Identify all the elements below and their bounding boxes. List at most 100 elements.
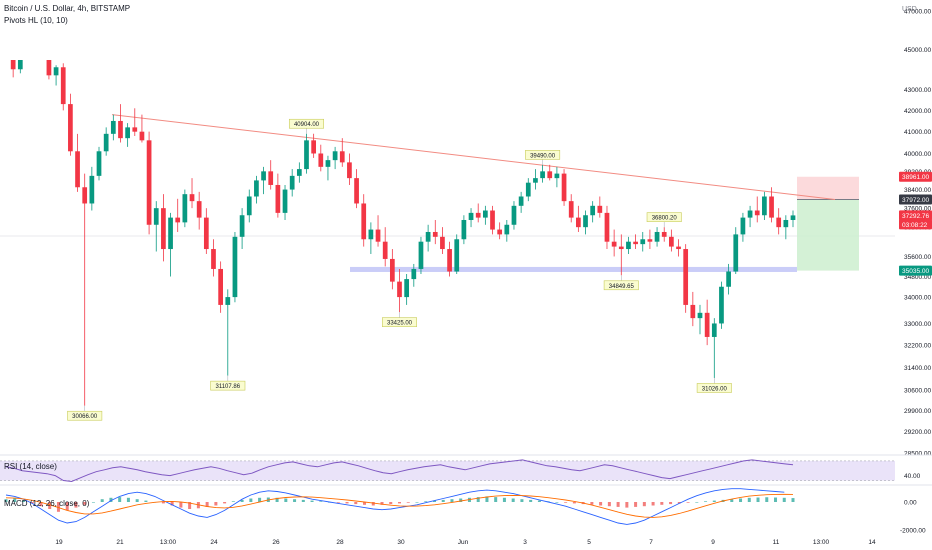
price-pane[interactable]: 30066.00 40904.00 31107.86 33425.00 39490.00…: [0, 26, 895, 421]
candle: [447, 241, 452, 277]
candle-body: [776, 217, 782, 228]
candle-body: [497, 229, 503, 235]
macd-series: 0.00 -2000.00: [4, 488, 926, 535]
macd-histogram-bar: [284, 498, 288, 502]
macd-histogram-bar: [476, 497, 480, 502]
pivot-label-box: [646, 212, 682, 222]
candle: [611, 229, 617, 257]
macd-histogram-bar: [56, 502, 60, 512]
price-tick: 33000.00: [904, 321, 931, 328]
trendline[interactable]: [111, 114, 836, 200]
support-zone[interactable]: [350, 266, 797, 272]
symbol-title[interactable]: Bitcoin / U.S. Dollar, 4h, BITSTAMP: [4, 4, 131, 13]
candle-body: [225, 297, 231, 305]
candle-body: [590, 205, 596, 216]
macd-histogram-bar: [249, 498, 253, 502]
currency-label[interactable]: USD: [902, 6, 917, 13]
macd-histogram-bar: [450, 499, 454, 502]
candle-body: [504, 224, 510, 235]
price-tick: 29900.00: [904, 408, 931, 415]
macd-histogram-bar: [135, 499, 139, 502]
macd-pane[interactable]: 0.00 -2000.00: [0, 484, 932, 535]
candle: [161, 194, 166, 262]
candle-body: [654, 231, 660, 242]
candle-body: [218, 268, 223, 305]
macd-histogram-bar: [188, 502, 192, 509]
macd-histogram-bar: [118, 497, 122, 502]
candle: [339, 138, 345, 167]
macd-histogram-bar: [389, 502, 393, 505]
candle-body: [525, 182, 531, 197]
candle-body: [132, 127, 138, 132]
candle-body: [425, 231, 431, 242]
candle: [175, 198, 181, 232]
candle: [719, 281, 724, 329]
macd-histogram-bar: [293, 499, 297, 502]
pivot-label: 31026.00: [702, 386, 728, 392]
macd-histogram-bar: [459, 498, 463, 502]
candle: [275, 173, 281, 218]
candle: [747, 205, 753, 228]
macd-histogram-bar: [520, 499, 524, 502]
candle-body: [697, 312, 703, 319]
candle: [60, 63, 66, 111]
candle-body: [368, 229, 374, 240]
candle: [432, 219, 438, 245]
candle-body: [53, 67, 59, 76]
candle-body: [311, 140, 317, 154]
candle-body: [325, 160, 331, 167]
candle: [203, 208, 209, 254]
candles: [10, 60, 796, 406]
candle-body: [418, 241, 424, 269]
macd-histogram-bar: [424, 501, 428, 502]
rsi-pane[interactable]: 40.00: [0, 454, 932, 483]
macd-histogram-bar: [301, 499, 305, 502]
macd-histogram-bar: [363, 502, 367, 505]
price-tick: 45000.00: [904, 47, 931, 54]
macd-histogram-bar: [161, 502, 165, 504]
macd-histogram-bar: [686, 502, 690, 503]
time-axis[interactable]: 19 21 13:00 24 26 28 30 Jun 3 5 7 9 11 13:00 14: [55, 539, 876, 546]
price-tick: 29200.00: [904, 429, 931, 436]
macd-histogram-bar: [240, 499, 244, 502]
candle: [239, 208, 245, 250]
candle: [518, 191, 524, 213]
rsi-line: [5, 459, 794, 483]
candle: [397, 268, 402, 313]
price-tick: 37600.00: [904, 206, 931, 213]
candle: [332, 146, 338, 170]
macd-histogram-bar: [791, 498, 795, 502]
time-tick: 28: [336, 539, 344, 546]
macd-histogram-bar: [65, 502, 69, 511]
candle: [96, 146, 102, 181]
candle: [740, 212, 746, 242]
candle: [540, 164, 545, 183]
price-tag: 37972.00: [902, 197, 929, 204]
candle-body: [211, 249, 216, 269]
support-zone-rect: [350, 266, 797, 272]
candle-body: [783, 219, 789, 228]
candle-body: [153, 208, 159, 225]
price-tick: 38400.00: [904, 187, 931, 194]
candle: [325, 155, 331, 181]
macd-histogram-bar: [511, 498, 515, 502]
candle: [683, 244, 689, 313]
candle: [790, 210, 796, 228]
price-tag-box: [899, 210, 932, 221]
indicator-title[interactable]: Pivots HL (10, 10): [4, 16, 68, 25]
candle-body: [232, 236, 238, 298]
macd-label[interactable]: MACD (12, 26, close, 0): [4, 499, 90, 508]
candle: [711, 318, 717, 378]
macd-histogram-bar: [170, 502, 174, 506]
long-position-tool[interactable]: [797, 176, 859, 271]
rsi-label[interactable]: RSI (14, close): [4, 462, 57, 471]
candle-body: [411, 268, 417, 280]
macd-histogram-bar: [782, 497, 786, 502]
candle: [10, 60, 16, 78]
price-axis[interactable]: 47000.00 45000.00 43000.00 42000.00 41000.00…: [899, 9, 932, 458]
macd-histogram-bar: [502, 497, 506, 502]
time-tick: 14: [868, 539, 876, 546]
price-tag: 35035.00: [902, 268, 929, 275]
candle-body: [125, 127, 130, 139]
